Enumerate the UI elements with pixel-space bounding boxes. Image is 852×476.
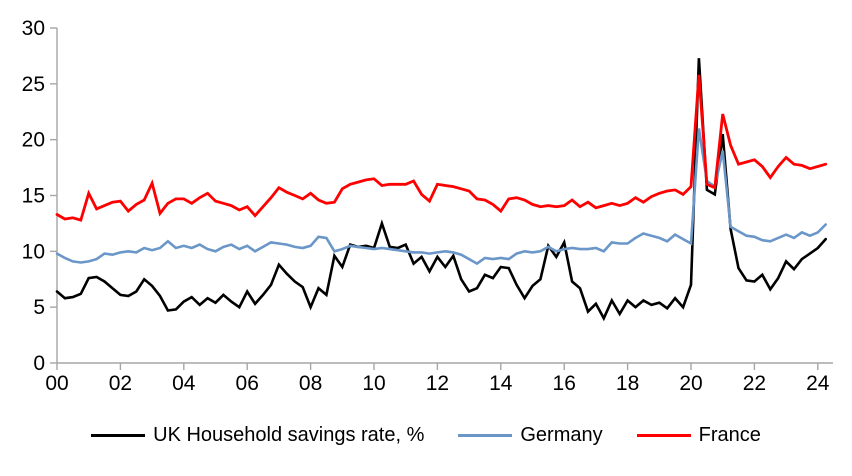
x-tick-label: 18 [616,372,639,395]
legend-item-germany: Germany [458,424,603,447]
x-tick-label: 22 [743,372,766,395]
x-tick-label: 20 [679,372,702,395]
x-tick-label: 12 [426,372,449,395]
series-line-uk-household-savings-rate [55,58,828,322]
y-tick-label: 10 [22,240,45,263]
legend-item-france: France [636,424,761,447]
y-tick-label: 0 [33,352,45,375]
x-tick-label: 06 [236,372,259,395]
y-tick-label: 20 [22,129,45,152]
x-tick-label: 02 [109,372,132,395]
chart-canvas: 0 5 10 15 20 25 30 00 02 04 06 08 10 12 14 16 18 20 22 24 [22,17,833,395]
x-tick-label: 24 [806,372,830,395]
legend-line-sample-france [636,434,691,437]
series-line-france [55,74,828,222]
legend-item-uk-household-savings: UK Household savings rate, % [91,424,424,447]
x-tick-label: 16 [553,372,576,395]
x-tick-label: 14 [489,372,513,395]
series-line-germany [55,128,828,266]
legend-line-sample-uk [91,434,146,437]
chart-legend: UK Household savings rate, % Germany Fra… [0,424,852,447]
y-tick-label: 25 [22,73,45,96]
y-tick-label: 15 [22,185,45,208]
legend-label-germany: Germany [520,424,603,446]
legend-label-uk: UK Household savings rate, % [153,424,425,446]
y-tick-label: 5 [33,296,45,319]
y-tick-label: 30 [22,17,45,40]
x-tick-label: 00 [45,372,68,395]
series-lines [55,58,828,322]
x-tick-label: 04 [172,372,196,395]
legend-label-france: France [698,424,761,446]
axis-labels: 0 5 10 15 20 25 30 00 02 04 06 08 10 12 14 16 18 20 22 24 [22,17,830,395]
axes [50,27,833,370]
x-tick-label: 10 [362,372,385,395]
legend-line-sample-germany [458,434,513,437]
x-tick-label: 08 [299,372,322,395]
